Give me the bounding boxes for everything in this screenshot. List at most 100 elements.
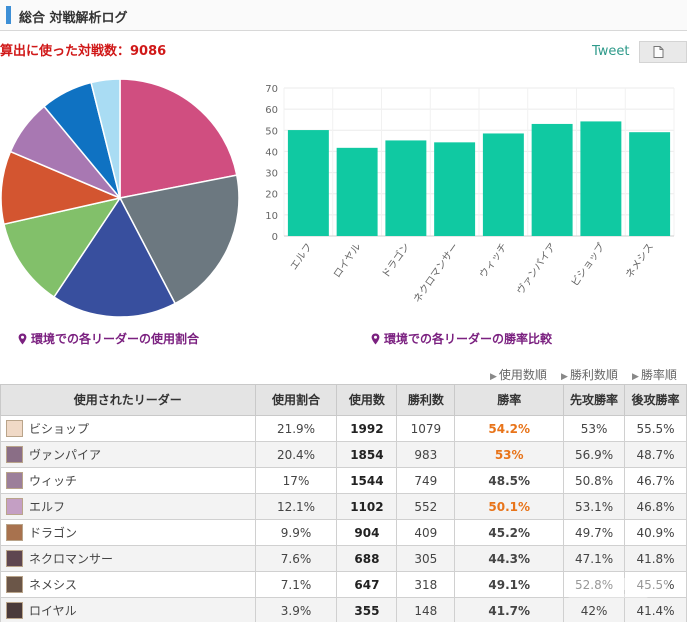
second-cell: 55.5% [624, 415, 687, 442]
second-cell: 41.4% [624, 597, 687, 622]
table-row[interactable]: エルフ 12.1% 1102 552 50.1% 53.1% 46.8% [0, 493, 687, 520]
first-cell: 49.7% [563, 519, 626, 546]
table-header-row: 使用されたリーダー 使用割合 使用数 勝利数 勝率 先攻勝率 後攻勝率 [0, 384, 687, 416]
uses-cell: 1102 [336, 493, 398, 520]
pie-slice-1[interactable] [119, 78, 238, 199]
leader-cell: エルフ [0, 493, 256, 520]
col-header-wins[interactable]: 勝利数 [396, 384, 456, 416]
table-row[interactable]: ウィッチ 17% 1544 749 48.5% 50.8% 46.7% [0, 467, 687, 494]
leader-avatar-icon [6, 420, 23, 437]
y-tick-label: 70 [265, 84, 278, 95]
first-cell: 50.8% [563, 467, 626, 494]
wins-cell: 552 [396, 493, 456, 520]
leader-cell: ロイヤル [0, 597, 256, 622]
wins-cell: 318 [396, 571, 456, 598]
leader-avatar-icon [6, 498, 23, 515]
second-cell: 48.7% [624, 441, 687, 468]
y-tick-label: 0 [272, 232, 278, 243]
sort-by-wins-link[interactable]: ▶ 勝利数順 [561, 368, 618, 382]
rate-cell: 54.2% [454, 415, 565, 442]
leader-cell: ヴァンパイア [0, 441, 256, 468]
bar-4[interactable] [434, 142, 476, 236]
x-tick-label: ヴァンパイア [514, 240, 559, 297]
rate-cell: 50.1% [454, 493, 565, 520]
leader-name: ビショップ [29, 422, 90, 436]
share-cell: 9.9% [254, 519, 338, 546]
sort-by-uses-link[interactable]: ▶ 使用数順 [490, 368, 547, 382]
bar-5[interactable] [482, 133, 524, 236]
table-row[interactable]: ビショップ 21.9% 1992 1079 54.2% 53% 55.5% [0, 415, 687, 442]
x-tick-label: ビショップ [569, 241, 608, 289]
leader-cell: ネクロマンサー [0, 545, 256, 572]
leader-stats-table: 使用されたリーダー 使用割合 使用数 勝利数 勝率 先攻勝率 後攻勝率 ビショッ… [0, 384, 687, 622]
y-tick-label: 60 [265, 105, 278, 116]
leader-name: ロイヤル [29, 604, 77, 618]
rate-cell: 44.3% [454, 545, 565, 572]
first-cell: 52.8% [563, 571, 626, 598]
col-header-rate[interactable]: 勝率 [454, 384, 565, 416]
table-row[interactable]: ドラゴン 9.9% 904 409 45.2% 49.7% 40.9% [0, 519, 687, 546]
sort-links: ▶ 使用数順 ▶ 勝利数順 ▶ 勝率順 [0, 366, 687, 382]
leader-name: ネメシス [29, 578, 78, 592]
share-document-button[interactable] [639, 41, 687, 63]
map-pin-icon [18, 333, 27, 345]
col-header-share[interactable]: 使用割合 [254, 384, 338, 416]
x-tick-label: ネクロマンサー [411, 241, 461, 305]
table-row[interactable]: ネクロマンサー 7.6% 688 305 44.3% 47.1% 41.8% [0, 545, 687, 572]
usage-pie-chart [0, 78, 240, 318]
leader-cell: ビショップ [0, 415, 256, 442]
share-cell: 17% [254, 467, 338, 494]
table-row[interactable]: ロイヤル 3.9% 355 148 41.7% 42% 41.4% [0, 597, 687, 622]
share-cell: 3.9% [254, 597, 338, 622]
y-tick-label: 50 [265, 126, 278, 137]
uses-cell: 1544 [336, 467, 398, 494]
x-tick-label: エルフ [289, 241, 315, 272]
share-cell: 7.1% [254, 571, 338, 598]
pie-slice-5[interactable] [0, 150, 123, 226]
caret-right-icon: ▶ [561, 372, 568, 382]
y-tick-label: 30 [265, 169, 278, 180]
caret-right-icon: ▶ [490, 372, 497, 382]
tweet-link[interactable]: Tweet [592, 44, 630, 59]
rate-cell: 49.1% [454, 571, 565, 598]
col-header-first-rate[interactable]: 先攻勝率 [563, 384, 626, 416]
first-cell: 53.1% [563, 493, 626, 520]
share-cell: 21.9% [254, 415, 338, 442]
bar-6[interactable] [531, 123, 573, 236]
uses-cell: 1992 [336, 415, 398, 442]
bar-2[interactable] [336, 147, 378, 236]
share-cell: 7.6% [254, 545, 338, 572]
col-header-second-rate[interactable]: 後攻勝率 [624, 384, 687, 416]
col-header-leader[interactable]: 使用されたリーダー [0, 384, 256, 416]
bar-caption: 環境での各リーダーの勝率比較 [371, 330, 552, 347]
bar-caption-text: 環境での各リーダーの勝率比較 [384, 332, 553, 346]
leader-avatar-icon [6, 446, 23, 463]
bar-1[interactable] [287, 130, 329, 236]
bar-3[interactable] [385, 140, 427, 236]
leader-avatar-icon [6, 550, 23, 567]
pie-slice-8[interactable] [90, 78, 121, 199]
sort-by-rate-link[interactable]: ▶ 勝率順 [632, 368, 677, 382]
first-cell: 42% [563, 597, 626, 622]
col-header-uses[interactable]: 使用数 [336, 384, 398, 416]
wins-cell: 1079 [396, 415, 456, 442]
pie-slice-3[interactable] [52, 196, 177, 318]
page-header: 総合 対戦解析ログ [0, 0, 687, 31]
bar-7[interactable] [580, 121, 622, 236]
table-row[interactable]: ネメシス 7.1% 647 318 49.1% 52.8% 45.5% [0, 571, 687, 598]
second-cell: 45.5% [624, 571, 687, 598]
leader-name: ウィッチ [29, 474, 78, 488]
rate-cell: 45.2% [454, 519, 565, 546]
leader-cell: ウィッチ [0, 467, 256, 494]
pie-slice-2[interactable] [118, 174, 240, 305]
y-tick-label: 20 [265, 190, 278, 201]
wins-cell: 305 [396, 545, 456, 572]
pie-slice-4[interactable] [3, 196, 122, 299]
caret-right-icon: ▶ [632, 372, 639, 382]
uses-cell: 355 [336, 597, 398, 622]
map-pin-icon [371, 333, 380, 345]
uses-cell: 688 [336, 545, 398, 572]
bar-8[interactable] [629, 132, 671, 236]
leader-name: ドラゴン [29, 526, 78, 540]
table-row[interactable]: ヴァンパイア 20.4% 1854 983 53% 56.9% 48.7% [0, 441, 687, 468]
